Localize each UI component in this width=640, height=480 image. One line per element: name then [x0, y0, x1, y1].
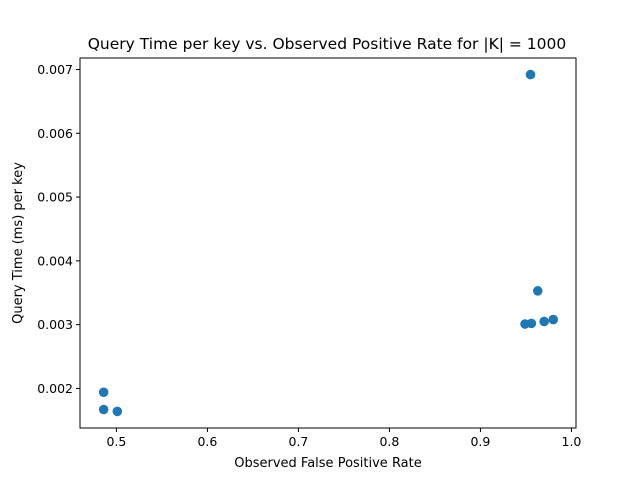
data-point	[532, 286, 543, 296]
plot-frame	[79, 57, 577, 429]
y-tick-label: 0.005	[37, 190, 73, 205]
data-point	[548, 314, 559, 325]
data-point	[112, 406, 123, 417]
points-layer	[98, 69, 559, 417]
data-point	[98, 387, 109, 398]
x-tick-label: 0.9	[470, 434, 490, 449]
data-point	[526, 318, 537, 329]
ticks-layer: 0.5 0.6 0.7 0.8 0.9 1.0 0.002 0.003 0.004 0.005 0.…	[37, 62, 581, 449]
data-point	[525, 69, 536, 80]
y-tick-label: 0.004	[37, 253, 73, 268]
chart-title: Query Time per key vs. Observed Positive…	[88, 35, 567, 53]
x-tick-label: 1.0	[562, 434, 582, 449]
y-tick-label: 0.007	[37, 62, 73, 77]
x-axis-label: Observed False Positive Rate	[234, 456, 422, 471]
y-axis-label: Query Time (ms) per key	[11, 162, 26, 324]
data-point	[539, 316, 549, 327]
x-tick-label: 0.7	[288, 434, 308, 449]
x-tick-label: 0.6	[197, 434, 217, 449]
data-point	[98, 404, 109, 415]
y-tick-label: 0.003	[37, 317, 73, 332]
x-tick-label: 0.5	[106, 434, 126, 449]
x-tick-label: 0.8	[379, 434, 399, 449]
y-tick-label: 0.002	[37, 381, 73, 396]
y-tick-label: 0.006	[37, 126, 73, 141]
